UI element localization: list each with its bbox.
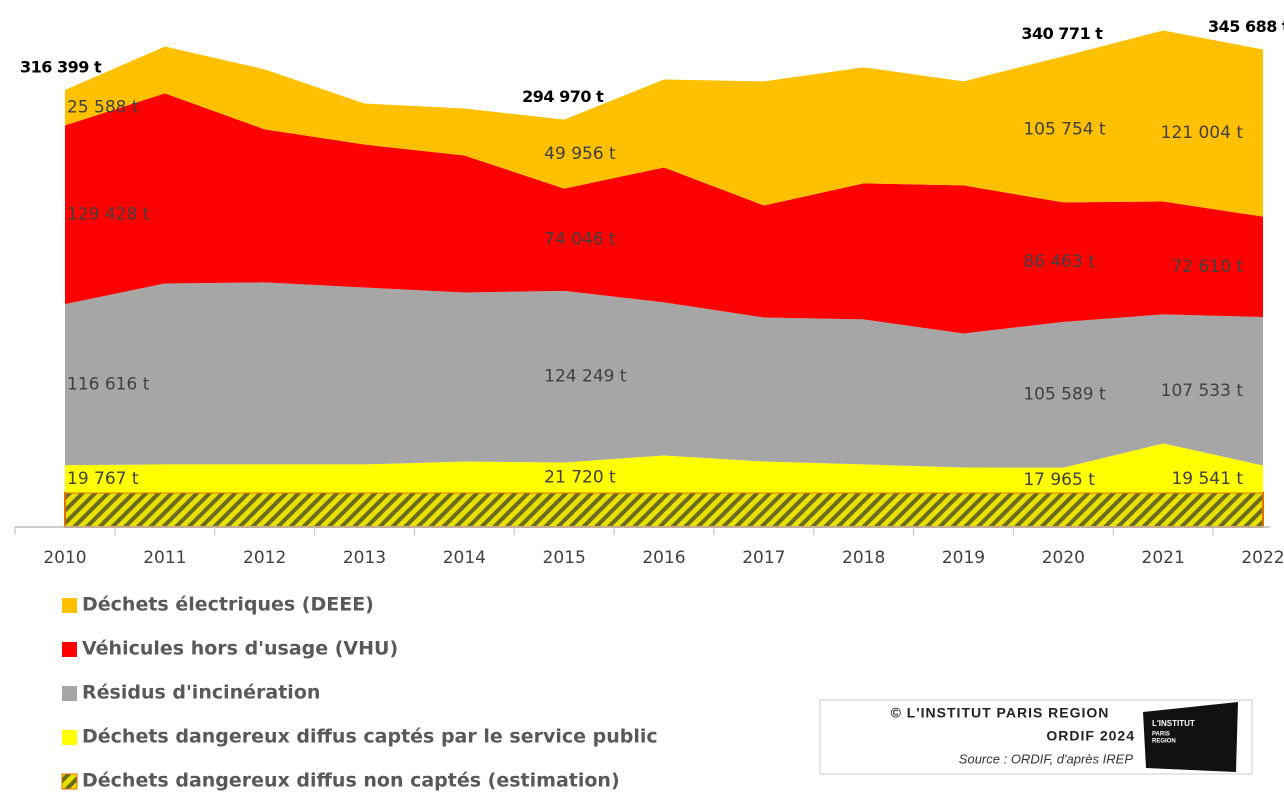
x-tick-label: 2021	[1142, 548, 1185, 568]
x-tick-label: 2013	[343, 548, 386, 568]
x-tick-label: 2012	[243, 548, 286, 568]
data-label: 19 541 t	[1171, 469, 1243, 489]
legend-label: Véhicules hors d'usage (VHU)	[82, 638, 398, 660]
legend-swatch	[62, 598, 77, 613]
x-tick-label: 2018	[842, 548, 885, 568]
credit-line: Source : ORDIF, d'après IREP	[959, 751, 1134, 766]
x-tick-label: 2019	[942, 548, 985, 568]
data-label: 116 616 t	[67, 375, 150, 395]
area	[65, 30, 1263, 217]
legend-swatch	[62, 686, 77, 701]
total-label: 294 970 t	[522, 87, 604, 106]
data-label: 107 533 t	[1161, 381, 1244, 401]
x-tick-label: 2010	[43, 548, 86, 568]
legend-label: Résidus d'incinération	[82, 682, 320, 704]
legend-swatch	[62, 642, 77, 657]
area	[65, 443, 1263, 493]
data-label: 105 754 t	[1023, 119, 1106, 139]
data-label: 72 610 t	[1171, 257, 1243, 277]
data-label: 19 767 t	[67, 469, 139, 489]
area	[65, 282, 1263, 468]
total-label: 340 771 t	[1021, 24, 1103, 43]
x-tick-label: 2016	[642, 548, 685, 568]
legend-label: Déchets électriques (DEEE)	[82, 594, 374, 616]
x-tick-label: 2020	[1042, 548, 1085, 568]
area	[65, 93, 1263, 334]
logo	[1143, 702, 1238, 772]
x-tick-label: 2015	[543, 548, 586, 568]
data-label: 49 956 t	[544, 144, 616, 164]
credit-line: ORDIF 2024	[1046, 728, 1135, 744]
data-label: 17 965 t	[1023, 470, 1095, 490]
area	[64, 491, 1264, 528]
legend-swatch	[62, 730, 77, 745]
total-label: 345 688 t	[1208, 17, 1284, 36]
data-label: 121 004 t	[1161, 123, 1244, 143]
data-label: 129 428 t	[67, 205, 150, 225]
logo-text: PARIS	[1152, 732, 1170, 738]
x-tick-label: 2011	[143, 548, 186, 568]
x-tick-label: 2017	[742, 548, 785, 568]
data-label: 105 589 t	[1023, 385, 1106, 405]
credit-box: © L'INSTITUT PARIS REGION ORDIF 2024 Sou…	[819, 699, 1253, 775]
data-label: 124 249 t	[544, 367, 627, 387]
logo-text: REGION	[1152, 739, 1176, 745]
data-label: 74 046 t	[544, 230, 616, 250]
credit-line: © L'INSTITUT PARIS REGION	[891, 705, 1110, 721]
legend-swatch	[61, 773, 78, 790]
data-label: 21 720 t	[544, 467, 616, 487]
data-label: 86 463 t	[1023, 252, 1095, 272]
legend-label: Déchets dangereux diffus non captés (est…	[82, 770, 620, 792]
total-label: 316 399 t	[20, 57, 102, 76]
logo-text: L'INSTITUT	[1152, 719, 1195, 728]
x-tick-label: 2014	[443, 548, 486, 568]
data-label: 25 588 t	[67, 98, 139, 118]
x-tick-label: 2022	[1241, 548, 1284, 568]
legend-label: Déchets dangereux diffus captés par le s…	[82, 726, 658, 748]
